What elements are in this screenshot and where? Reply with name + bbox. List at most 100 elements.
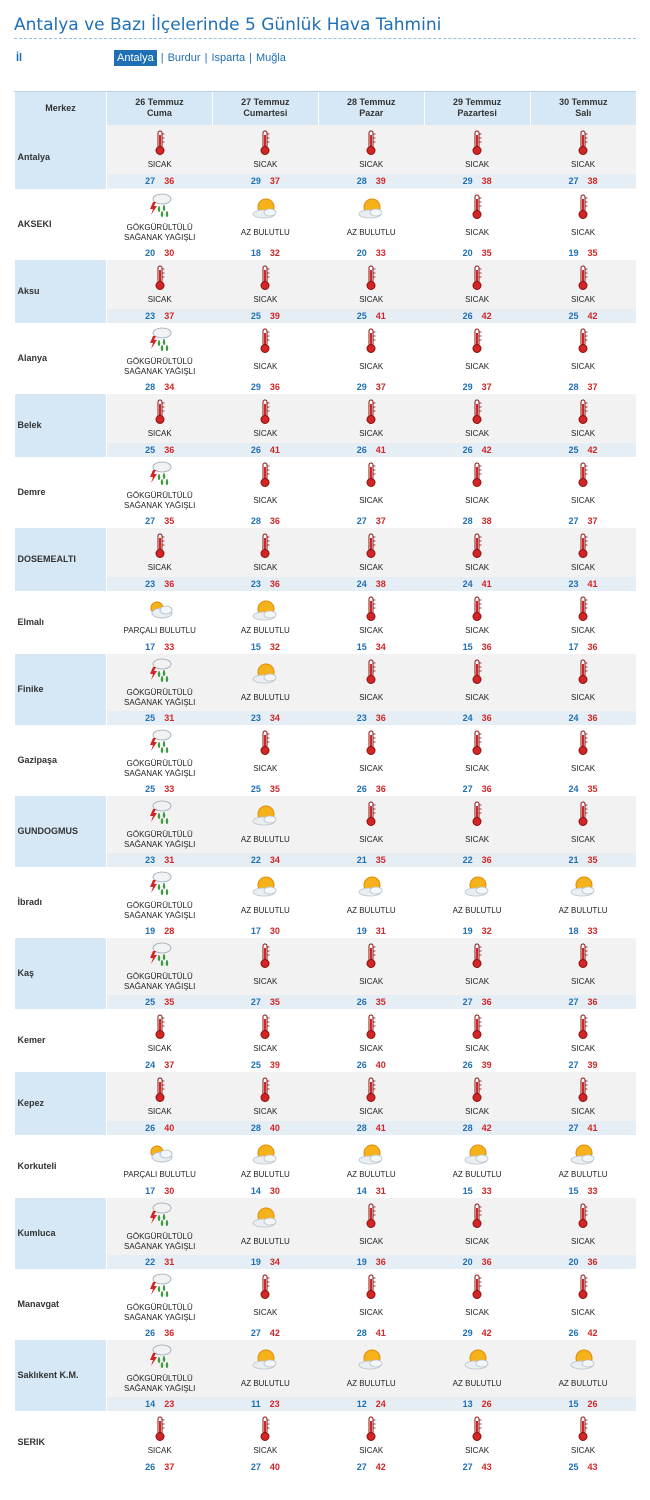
- min-temp: 24: [145, 1059, 156, 1070]
- region-link-4[interactable]: Muğla: [255, 52, 286, 64]
- thunderstorm-icon: [147, 1340, 173, 1371]
- forecast-row: AKSEKI GÖKGÜRÜLTÜLÜ SAĞANAK YAĞIŞLI 20 30 AZ…: [14, 188, 637, 260]
- temperature-row: 26 36: [318, 782, 424, 796]
- temperature-row: 26 42: [424, 442, 531, 457]
- condition-text: SICAK: [147, 562, 172, 572]
- center-header: Merkez: [14, 91, 107, 125]
- temperature-row: 28 34: [107, 380, 212, 394]
- max-temp: 42: [481, 1327, 492, 1338]
- temperature-row: 24 35: [530, 782, 636, 796]
- hot-thermometer-icon: [365, 323, 377, 354]
- condition-text: SICAK: [359, 1445, 384, 1455]
- forecast-cell: AZ BULUTLU 19 34: [212, 1197, 319, 1269]
- forecast-cell: SICAK 27 35: [212, 937, 319, 1009]
- city-name: Kaş: [14, 937, 107, 1009]
- forecast-cell: SICAK 21 35: [530, 795, 636, 867]
- max-temp: 32: [269, 247, 280, 258]
- temperature-row: 28 41: [318, 1120, 425, 1135]
- forecast-cell: AZ BULUTLU 15 32: [212, 591, 318, 654]
- min-temp: 29: [462, 381, 473, 392]
- forecast-cell: SICAK 27 36: [106, 124, 213, 189]
- temperature-row: 25 33: [107, 782, 212, 796]
- day-date: 26 Temmuz: [135, 97, 184, 108]
- partly-sunny-icon: [463, 1135, 491, 1166]
- forecast-cell: SICAK 27 41: [530, 1071, 636, 1135]
- temperature-row: 27 42: [318, 1460, 424, 1474]
- forecast-row: Antalya SICAK 27 36 SICAK 29 37 SICAK 28 39 SICAK 2…: [14, 124, 636, 189]
- min-temp: 28: [462, 1122, 473, 1133]
- forecast-cell: SICAK 28 42: [424, 1071, 531, 1135]
- min-temp: 28: [145, 381, 156, 392]
- day-date: 30 Temmuz: [559, 97, 608, 108]
- hot-thermometer-icon: [259, 125, 271, 156]
- temperature-row: 26 37: [107, 1460, 212, 1474]
- hot-thermometer-icon: [577, 1009, 589, 1040]
- region-link-1[interactable]: Antalya: [114, 50, 157, 66]
- partly-sunny-icon: [357, 1340, 385, 1371]
- forecast-cell: GÖKGÜRÜLTÜLÜ SAĞANAK YAĞIŞLI 25 31: [106, 653, 213, 725]
- region-separator: |: [249, 52, 252, 64]
- max-temp: 43: [481, 1461, 492, 1472]
- max-temp: 41: [375, 444, 386, 455]
- temperature-row: 24 41: [424, 576, 531, 591]
- min-temp: 25: [250, 1059, 261, 1070]
- min-temp: 28: [568, 381, 579, 392]
- max-temp: 30: [269, 925, 280, 936]
- forecast-cell: AZ BULUTLU 23 34: [212, 653, 319, 725]
- condition-text: SICAK: [359, 625, 384, 635]
- temperature-row: 20 36: [530, 1254, 636, 1269]
- min-temp: 20: [568, 1256, 579, 1267]
- max-temp: 36: [481, 854, 492, 865]
- day-header: 30 Temmuz Salı: [529, 91, 636, 125]
- region-link-3[interactable]: Isparta: [211, 52, 246, 64]
- min-temp: 28: [250, 515, 261, 526]
- forecast-cell: SICAK 26 42: [530, 1269, 636, 1340]
- max-temp: 36: [587, 712, 598, 723]
- city-name: AKSEKI: [14, 188, 107, 260]
- temperature-row: 20 30: [107, 246, 212, 260]
- forecast-cell: SICAK 27 36: [530, 937, 636, 1009]
- condition-text: SICAK: [465, 1445, 490, 1455]
- max-temp: 39: [481, 1059, 492, 1070]
- hot-thermometer-icon: [577, 1269, 589, 1300]
- forecast-cell: SICAK 26 36: [318, 725, 424, 796]
- condition-text: SICAK: [465, 428, 490, 438]
- temperature-row: 28 36: [212, 514, 318, 528]
- max-temp: 36: [375, 712, 386, 723]
- max-temp: 41: [375, 310, 386, 321]
- hot-thermometer-icon: [471, 528, 483, 559]
- hot-thermometer-icon: [365, 1198, 377, 1229]
- forecast-cell: SICAK 28 39: [318, 124, 425, 189]
- region-link-2[interactable]: Burdur: [167, 52, 201, 64]
- forecast-cell: SICAK 27 39: [530, 1009, 636, 1072]
- forecast-cell: SICAK 28 36: [212, 457, 318, 528]
- hot-thermometer-icon: [577, 938, 589, 969]
- forecast-cell: SICAK 29 42: [424, 1269, 530, 1340]
- min-temp: 28: [356, 175, 367, 186]
- day-header: 26 Temmuz Cuma: [106, 91, 213, 125]
- forecast-cell: SICAK 24 37: [107, 1009, 213, 1072]
- forecast-cell: SICAK 28 41: [318, 1269, 424, 1340]
- temperature-row: 24 38: [318, 576, 425, 591]
- temperature-row: 24 36: [424, 710, 531, 725]
- forecast-cell: AZ BULUTLU 15 26: [530, 1339, 636, 1411]
- temperature-row: 20 36: [424, 1254, 531, 1269]
- max-temp: 38: [375, 578, 386, 589]
- temperature-row: 29 37: [318, 380, 424, 394]
- forecast-cell: AZ BULUTLU 22 34: [212, 795, 319, 867]
- forecast-cell: GÖKGÜRÜLTÜLÜ SAĞANAK YAĞIŞLI 25 35: [106, 937, 213, 1009]
- condition-text: AZ BULUTLU: [240, 1236, 290, 1246]
- max-temp: 37: [164, 1059, 175, 1070]
- max-temp: 35: [587, 854, 598, 865]
- max-temp: 38: [587, 175, 598, 186]
- min-temp: 25: [145, 444, 156, 455]
- region-separator: |: [160, 52, 164, 64]
- temperature-row: 26 36: [107, 1326, 212, 1340]
- forecast-cell: SICAK 27 43: [424, 1411, 530, 1474]
- forecast-cell: SICAK 23 36: [212, 527, 319, 591]
- thunderstorm-icon: [147, 1269, 173, 1300]
- forecast-cell: SICAK 20 35: [424, 189, 530, 260]
- max-temp: 34: [164, 381, 175, 392]
- hot-thermometer-icon: [365, 528, 377, 559]
- forecast-cell: SICAK 26 35: [318, 937, 425, 1009]
